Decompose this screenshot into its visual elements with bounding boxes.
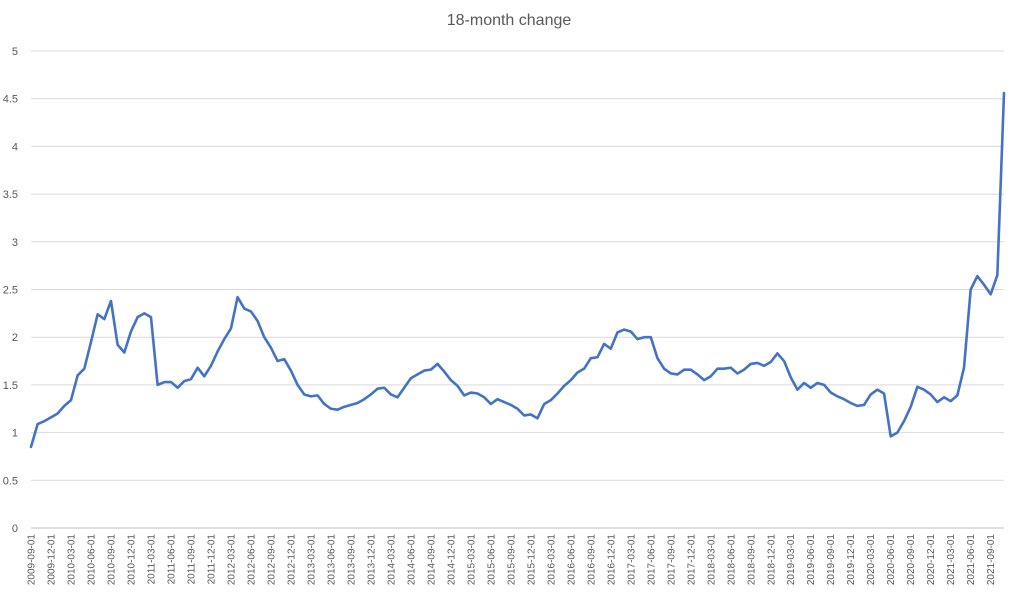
y-tick-label: 3.5 [3, 189, 18, 201]
x-tick-label: 2021-06-01 [966, 534, 977, 586]
x-tick-label: 2017-06-01 [646, 534, 657, 586]
x-tick-label: 2019-12-01 [846, 534, 857, 586]
x-tick-label: 2012-12-01 [286, 534, 297, 586]
x-tick-label: 2011-06-01 [166, 534, 177, 585]
x-tick-label: 2021-03-01 [946, 534, 957, 586]
x-tick-label: 2016-03-01 [546, 534, 557, 586]
y-tick-label: 5 [12, 46, 18, 58]
x-tick-label: 2015-09-01 [506, 534, 517, 586]
y-tick-label: 1.5 [3, 380, 18, 392]
y-tick-label: 4 [12, 141, 18, 153]
x-tick-label: 2013-06-01 [326, 534, 337, 586]
x-tick-label: 2014-03-01 [386, 534, 397, 586]
chart-title: 18-month change [447, 12, 572, 29]
x-tick-label: 2010-09-01 [106, 534, 117, 586]
gridlines [31, 50, 1004, 481]
x-tick-label: 2016-12-01 [606, 534, 617, 586]
x-tick-label: 2012-09-01 [266, 534, 277, 586]
x-axis-tick-labels: 2009-09-01 2009-12-01 2010-03-01 2010-06-01… [27, 534, 998, 586]
x-tick-label: 2013-03-01 [306, 534, 317, 586]
x-tick-label: 2014-09-01 [426, 534, 437, 586]
y-tick-label: 2 [12, 332, 18, 344]
x-tick-label: 2017-09-01 [666, 534, 677, 586]
x-tick-label: 2019-03-01 [786, 534, 797, 586]
x-tick-label: 2012-06-01 [246, 534, 257, 586]
x-tick-label: 2021-09-01 [986, 534, 997, 586]
x-tick-label: 2011-09-01 [186, 534, 197, 585]
x-tick-label: 2010-06-01 [86, 534, 97, 586]
x-tick-label: 2020-09-01 [906, 534, 917, 586]
x-tick-label: 2012-03-01 [226, 534, 237, 586]
x-tick-label: 2013-12-01 [366, 534, 377, 586]
y-tick-label: 0.5 [3, 475, 18, 487]
x-tick-label: 2013-09-01 [346, 534, 357, 586]
y-tick-label: 1 [12, 428, 18, 440]
x-tick-label: 2019-09-01 [826, 534, 837, 586]
x-tick-label: 2009-12-01 [46, 534, 57, 586]
x-tick-label: 2010-12-01 [126, 534, 137, 586]
y-tick-label: 2.5 [3, 285, 18, 297]
y-tick-label: 4.5 [3, 94, 18, 106]
x-tick-label: 2011-03-01 [146, 534, 157, 585]
x-tick-label: 2015-12-01 [526, 534, 537, 586]
y-tick-label: 0 [12, 523, 18, 535]
x-tick-label: 2020-06-01 [886, 534, 897, 586]
series-line [29, 91, 1006, 449]
x-tick-label: 2018-03-01 [706, 534, 717, 586]
x-tick-label: 2015-06-01 [486, 534, 497, 586]
x-tick-label: 2020-03-01 [866, 534, 877, 586]
x-tick-label: 2017-03-01 [626, 534, 637, 586]
x-tick-label: 2014-06-01 [406, 534, 417, 586]
x-tick-label: 2019-06-01 [806, 534, 817, 586]
x-tick-label: 2014-12-01 [446, 534, 457, 586]
y-axis-tick-labels: 0 0.5 1 1.5 2 2.5 3 3.5 4 4.5 5 [3, 46, 18, 535]
x-tick-label: 2009-09-01 [27, 534, 38, 586]
y-tick-label: 3 [12, 237, 18, 249]
x-tick-label: 2011-12-01 [206, 534, 217, 585]
x-tick-label: 2016-06-01 [566, 534, 577, 586]
x-tick-label: 2018-09-01 [746, 534, 757, 586]
x-tick-label: 2016-09-01 [586, 534, 597, 586]
x-tick-label: 2020-12-01 [926, 534, 937, 586]
x-tick-label: 2015-03-01 [466, 534, 477, 586]
x-tick-label: 2018-06-01 [726, 534, 737, 586]
x-tick-label: 2017-12-01 [686, 534, 697, 586]
x-tick-label: 2018-12-01 [766, 534, 777, 586]
x-tick-label: 2010-03-01 [66, 534, 77, 586]
